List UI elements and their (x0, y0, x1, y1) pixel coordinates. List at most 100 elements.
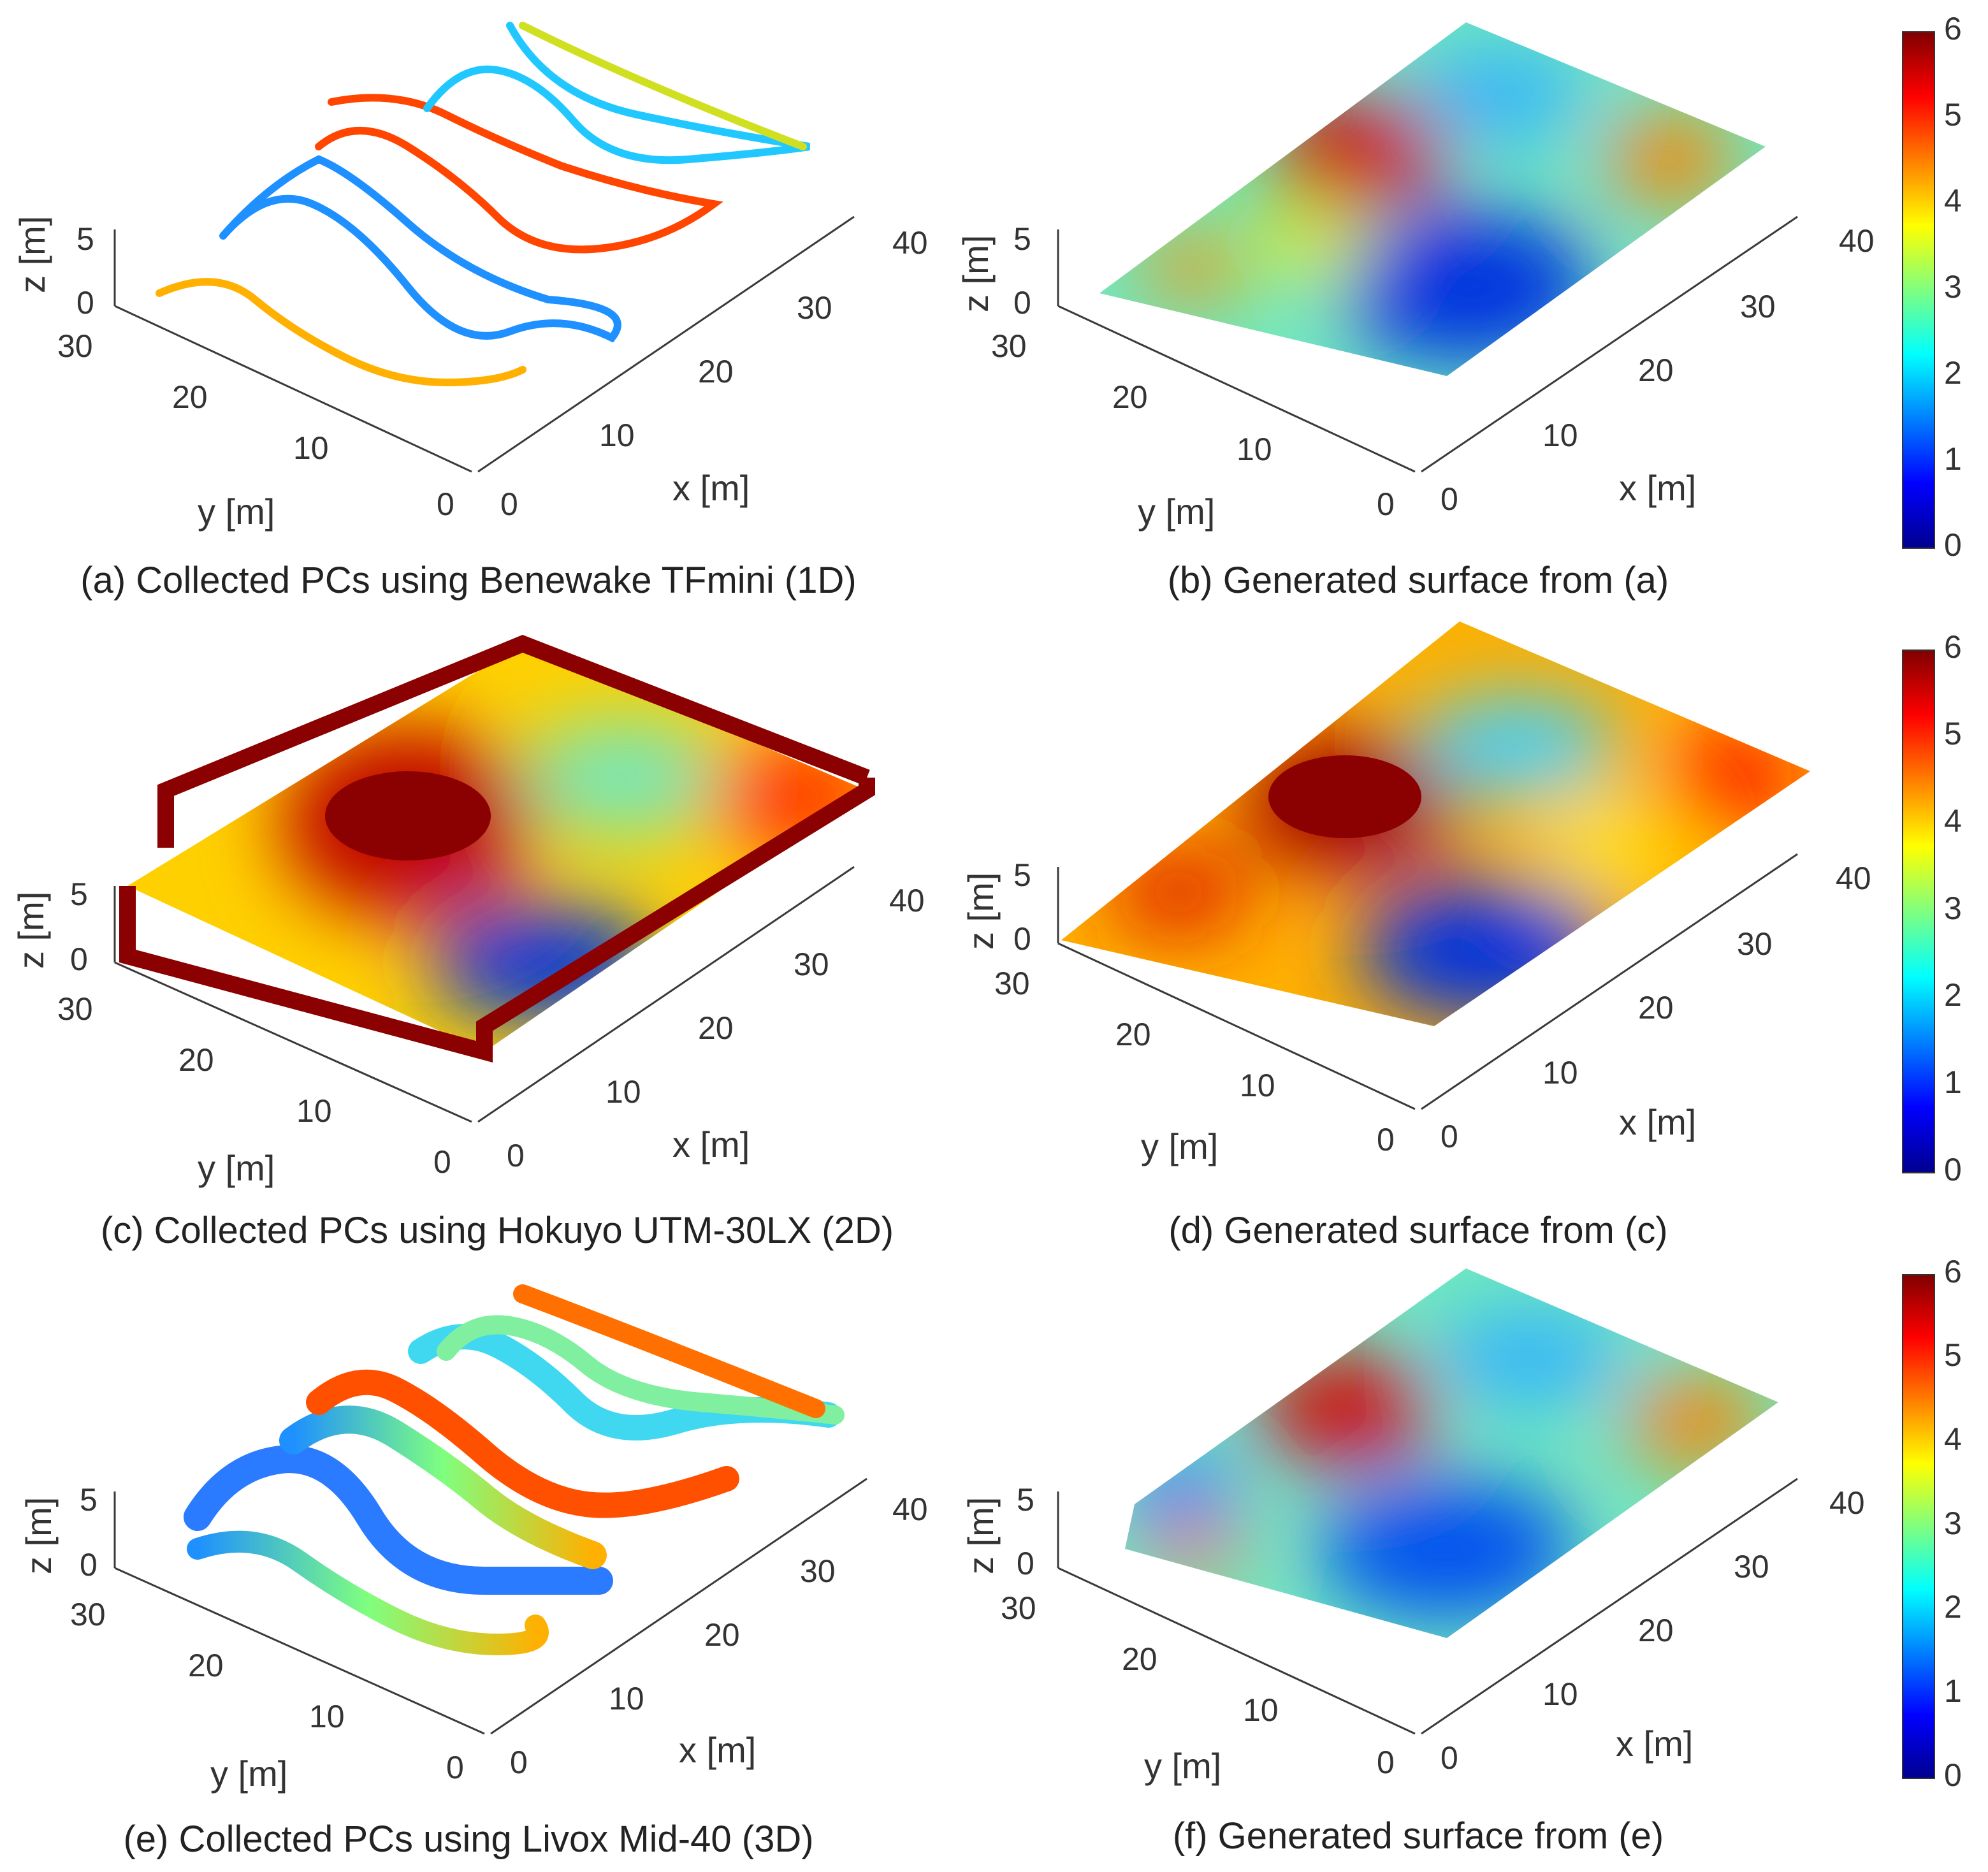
panel-e: 5 0 z [m] 30 20 10 0 y [m] 0 10 20 30 40… (18, 1284, 928, 1860)
colorbar-gradient (1902, 31, 1935, 549)
z-axis-label: z [m] (12, 216, 52, 293)
surface-d (1061, 621, 1810, 1026)
x-tick-label: 0 (1440, 1119, 1458, 1154)
x-tick-label: 10 (599, 417, 635, 453)
caption-e: (e) Collected PCs using Livox Mid-40 (3D… (123, 1818, 813, 1860)
x-tick-label: 20 (704, 1617, 740, 1653)
surface-b (1099, 22, 1766, 376)
y-tick-label: 10 (1237, 432, 1272, 467)
z-axis-label: z [m] (18, 1497, 59, 1574)
panel-a: 5 0 z [m] 30 20 10 0 y [m] 0 10 20 30 40… (12, 22, 928, 601)
z-axis-label: z [m] (11, 892, 51, 969)
x-tick-label: 20 (698, 354, 734, 389)
y-ticks-a: 30 20 10 0 (57, 328, 454, 522)
colorbar-tick: 4 (1944, 1421, 1962, 1457)
colorbar-tick: 6 (1944, 629, 1962, 665)
axes-e (113, 1477, 867, 1735)
z-ticks-e: 5 0 (80, 1482, 98, 1583)
x-tick-label: 40 (889, 883, 925, 918)
x-tick-label: 30 (797, 290, 832, 326)
colorbar-gradient (1902, 1274, 1935, 1779)
colorbar-tick: 2 (1944, 355, 1962, 391)
colorbar-tick: 5 (1944, 1337, 1962, 1373)
colorbar-tick: 0 (1944, 527, 1962, 563)
x-tick-label: 20 (1638, 352, 1674, 388)
y-tick-label: 0 (433, 1144, 451, 1180)
x-tick-label: 0 (1440, 481, 1458, 517)
z-tick-label: 0 (70, 941, 88, 977)
x-ticks-f: 0 10 20 30 40 (1440, 1485, 1865, 1776)
axes-f (1057, 1477, 1798, 1735)
y-ticks-c: 30 20 10 0 (57, 991, 451, 1180)
z-tick-label: 5 (1017, 1482, 1034, 1518)
scan-wall (119, 778, 875, 1063)
x-ticks-c: 0 10 20 30 40 (507, 883, 925, 1173)
z-ticks-c: 5 0 (70, 876, 88, 977)
panel-b: 5 0 z [m] 30 20 10 0 y [m] 0 10 20 30 40… (955, 11, 1962, 601)
x-tick-label: 30 (1734, 1549, 1769, 1585)
x-tick-label: 40 (1836, 860, 1871, 896)
caption-b: (b) Generated surface from (a) (1168, 560, 1669, 601)
x-tick-label: 0 (1440, 1740, 1458, 1776)
hill-peak (325, 771, 491, 860)
surface-f (1125, 1268, 1778, 1638)
y-tick-label: 30 (994, 966, 1030, 1001)
z-tick-label: 5 (80, 1482, 98, 1518)
x-tick-label: 30 (794, 947, 829, 982)
y-tick-label: 20 (1115, 1017, 1151, 1052)
x-tick-label: 40 (1829, 1485, 1865, 1521)
x-tick-label: 20 (698, 1010, 734, 1046)
x-tick-label: 10 (606, 1074, 641, 1110)
x-tick-label: 0 (500, 486, 518, 522)
colorbar-tick: 5 (1944, 716, 1962, 751)
swaths-e (184, 1284, 845, 1656)
z-ticks-d: 5 0 (1013, 857, 1031, 957)
colorbar-tick: 1 (1944, 1064, 1962, 1100)
x-axis-label: x [m] (1619, 468, 1696, 508)
caption-a: (a) Collected PCs using Benewake TFmini … (80, 560, 856, 601)
colorbar-tick: 4 (1944, 803, 1962, 839)
panel-d: 5 0 z [m] 30 20 10 0 y [m] 0 10 20 30 40… (961, 621, 1962, 1251)
x-axis-label: x [m] (679, 1730, 756, 1770)
x-axis-label: x [m] (672, 1124, 750, 1165)
x-ticks-a: 0 10 20 30 40 (500, 225, 928, 522)
colorbar-tick: 0 (1944, 1152, 1962, 1187)
x-axis-label: x [m] (1616, 1723, 1693, 1764)
y-axis-label: y [m] (1144, 1746, 1221, 1786)
y-tick-label: 20 (178, 1042, 214, 1078)
y-axis-label: y [m] (1138, 491, 1215, 532)
y-tick-label: 30 (57, 991, 93, 1027)
colorbar-tick: 1 (1944, 1673, 1962, 1709)
y-tick-label: 10 (296, 1093, 332, 1129)
x-axis-label: x [m] (1619, 1102, 1696, 1142)
caption-d: (d) Generated surface from (c) (1168, 1210, 1667, 1251)
x-axis-label: x [m] (672, 468, 750, 508)
y-tick-label: 20 (188, 1648, 224, 1683)
colorbar-f: 0 1 2 3 4 5 6 (1902, 1254, 1962, 1793)
y-tick-label: 30 (57, 328, 93, 364)
z-tick-label: 5 (1013, 221, 1031, 257)
colorbar-tick: 6 (1944, 1254, 1962, 1289)
caption-c: (c) Collected PCs using Hokuyo UTM-30LX … (101, 1210, 894, 1251)
axes-d (1057, 853, 1798, 1110)
y-tick-label: 0 (1377, 1745, 1395, 1780)
x-tick-label: 40 (892, 1491, 928, 1527)
y-tick-label: 0 (437, 486, 454, 522)
y-ticks-e: 30 20 10 0 (70, 1597, 464, 1785)
x-ticks-b: 0 10 20 30 40 (1440, 223, 1875, 517)
y-tick-label: 20 (1112, 379, 1148, 415)
colorbar-d: 0 1 2 3 4 5 6 (1902, 629, 1962, 1187)
z-axis-label: z [m] (961, 873, 1001, 950)
colorbar-tick: 3 (1944, 890, 1962, 926)
z-tick-label: 0 (76, 285, 94, 321)
y-tick-label: 30 (70, 1597, 106, 1632)
y-tick-label: 0 (1377, 1122, 1395, 1157)
colorbar-gradient (1902, 649, 1935, 1173)
y-tick-label: 0 (1377, 486, 1395, 522)
y-axis-label: y [m] (198, 491, 275, 532)
y-axis-label: y [m] (198, 1148, 275, 1188)
x-tick-label: 40 (1839, 223, 1875, 259)
x-tick-label: 10 (609, 1681, 644, 1716)
x-ticks-e: 0 10 20 30 40 (510, 1491, 928, 1780)
